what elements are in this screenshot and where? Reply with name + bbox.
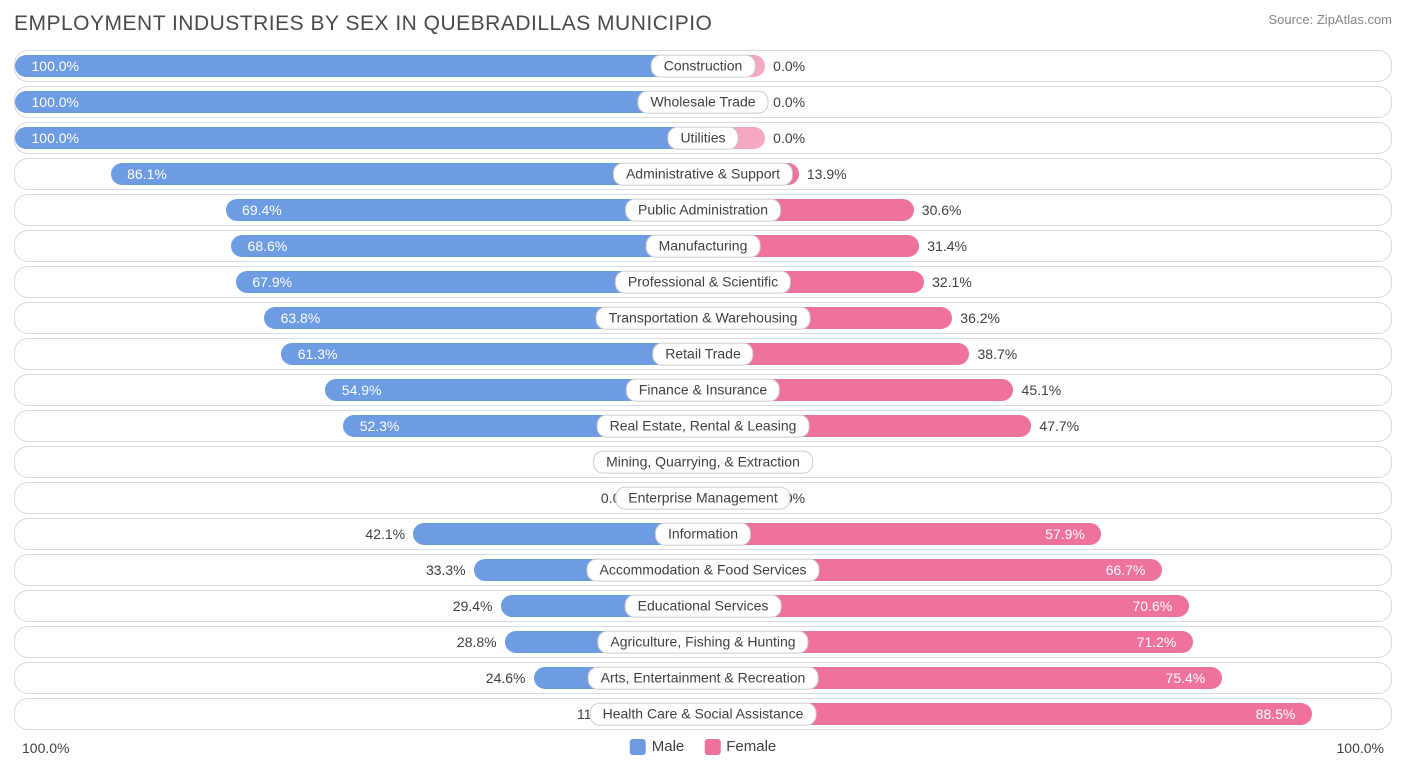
chart-row: 54.9% 45.1% Finance & Insurance	[14, 374, 1392, 406]
axis-left-label: 100.0%	[22, 740, 69, 756]
male-bar	[15, 91, 703, 113]
chart-row: 0.0%0.0%Enterprise Management	[14, 482, 1392, 514]
chart-row: 28.8% 71.2% Agriculture, Fishing & Hunting	[14, 626, 1392, 658]
male-pct-label: 42.1%	[365, 526, 405, 542]
male-bar	[15, 55, 703, 77]
category-label: Agriculture, Fishing & Hunting	[597, 631, 808, 654]
male-pct-label: 68.6%	[248, 238, 288, 254]
female-bar	[703, 523, 1101, 545]
male-pct-label: 69.4%	[242, 202, 282, 218]
chart-row: 33.3% 66.7% Accommodation & Food Services	[14, 554, 1392, 586]
category-label: Wholesale Trade	[637, 91, 768, 114]
male-pct-label: 28.8%	[457, 634, 497, 650]
female-pct-label: 0.0%	[773, 58, 805, 74]
male-pct-label: 29.4%	[453, 598, 493, 614]
female-pct-label: 66.7%	[1106, 562, 1146, 578]
category-label: Information	[655, 523, 751, 546]
male-pct-label: 61.3%	[298, 346, 338, 362]
category-label: Utilities	[667, 127, 738, 150]
chart-source: Source: ZipAtlas.com	[1268, 12, 1392, 27]
chart-row: 69.4% 30.6% Public Administration	[14, 194, 1392, 226]
category-label: Retail Trade	[652, 343, 753, 366]
chart-row: 52.3% 47.7% Real Estate, Rental & Leasing	[14, 410, 1392, 442]
female-pct-label: 0.0%	[773, 94, 805, 110]
chart-row: 68.6% 31.4% Manufacturing	[14, 230, 1392, 262]
male-pct-label: 86.1%	[127, 166, 167, 182]
female-pct-label: 45.1%	[1022, 382, 1062, 398]
male-pct-label: 24.6%	[486, 670, 526, 686]
female-pct-label: 13.9%	[807, 166, 847, 182]
chart-row: 100.0% 0.0% Construction	[14, 50, 1392, 82]
female-pct-label: 32.1%	[932, 274, 972, 290]
chart-row: 86.1% 13.9% Administrative & Support	[14, 158, 1392, 190]
male-bar	[15, 127, 703, 149]
male-pct-label: 52.3%	[360, 418, 400, 434]
male-bar	[231, 235, 703, 257]
female-pct-label: 71.2%	[1137, 634, 1177, 650]
chart-row: 100.0% 0.0% Wholesale Trade	[14, 86, 1392, 118]
category-label: Educational Services	[625, 595, 782, 618]
legend-label: Female	[726, 738, 776, 755]
legend-item: Male	[630, 738, 685, 755]
chart-row: 0.0%0.0%Mining, Quarrying, & Extraction	[14, 446, 1392, 478]
category-label: Arts, Entertainment & Recreation	[588, 667, 819, 690]
chart-row: 11.5%88.5%Health Care & Social Assistanc…	[14, 698, 1392, 730]
female-pct-label: 31.4%	[927, 238, 967, 254]
chart-header: EMPLOYMENT INDUSTRIES BY SEX IN QUEBRADI…	[14, 12, 1392, 36]
legend-swatch	[630, 739, 646, 755]
male-pct-label: 63.8%	[281, 310, 321, 326]
axis-right-label: 100.0%	[1337, 740, 1384, 756]
legend-label: Male	[652, 738, 685, 755]
chart-row: 29.4% 70.6% Educational Services	[14, 590, 1392, 622]
chart-row: 61.3% 38.7% Retail Trade	[14, 338, 1392, 370]
category-label: Mining, Quarrying, & Extraction	[593, 451, 813, 474]
category-label: Construction	[651, 55, 756, 78]
diverging-bar-chart: 100.0% 0.0% Construction 100.0% 0.0% Wholesal…	[14, 50, 1392, 730]
female-pct-label: 47.7%	[1039, 418, 1079, 434]
legend-swatch	[704, 739, 720, 755]
female-pct-label: 88.5%	[1256, 706, 1296, 722]
category-label: Administrative & Support	[613, 163, 793, 186]
chart-row: 63.8% 36.2% Transportation & Warehousing	[14, 302, 1392, 334]
male-pct-label: 100.0%	[32, 130, 79, 146]
female-pct-label: 0.0%	[773, 130, 805, 146]
category-label: Public Administration	[625, 199, 781, 222]
female-pct-label: 70.6%	[1133, 598, 1173, 614]
female-pct-label: 75.4%	[1166, 670, 1206, 686]
category-label: Enterprise Management	[615, 487, 790, 510]
category-label: Manufacturing	[646, 235, 761, 258]
category-label: Health Care & Social Assistance	[590, 703, 817, 726]
chart-row: 24.6% 75.4% Arts, Entertainment & Recreati…	[14, 662, 1392, 694]
male-pct-label: 100.0%	[32, 94, 79, 110]
female-pct-label: 38.7%	[978, 346, 1018, 362]
male-pct-label: 100.0%	[32, 58, 79, 74]
male-bar	[281, 343, 703, 365]
category-label: Real Estate, Rental & Leasing	[597, 415, 810, 438]
category-label: Professional & Scientific	[615, 271, 791, 294]
chart-footer: 100.0% Male Female 100.0%	[14, 736, 1392, 762]
chart-row: 100.0% 0.0% Utilities	[14, 122, 1392, 154]
male-pct-label: 54.9%	[342, 382, 382, 398]
chart-row: 67.9% 32.1% Professional & Scientific	[14, 266, 1392, 298]
female-pct-label: 30.6%	[922, 202, 962, 218]
male-pct-label: 33.3%	[426, 562, 466, 578]
category-label: Finance & Insurance	[626, 379, 780, 402]
chart-row: 42.1% 57.9% Information	[14, 518, 1392, 550]
chart-legend: Male Female	[630, 738, 777, 755]
category-label: Transportation & Warehousing	[596, 307, 811, 330]
female-pct-label: 57.9%	[1045, 526, 1085, 542]
legend-item: Female	[704, 738, 776, 755]
category-label: Accommodation & Food Services	[587, 559, 820, 582]
chart-title: EMPLOYMENT INDUSTRIES BY SEX IN QUEBRADI…	[14, 12, 712, 36]
female-pct-label: 36.2%	[960, 310, 1000, 326]
male-pct-label: 67.9%	[252, 274, 292, 290]
